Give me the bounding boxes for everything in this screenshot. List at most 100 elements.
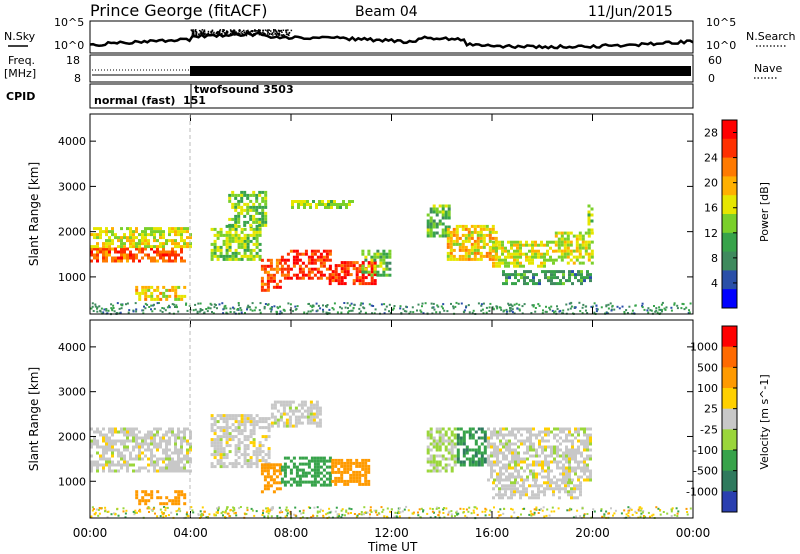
echo-cell xyxy=(496,472,499,476)
echo-cell xyxy=(452,254,456,258)
echo-cell xyxy=(319,477,323,481)
noise-cell xyxy=(269,307,272,310)
echo-cell xyxy=(568,469,571,473)
echo-cell xyxy=(511,475,514,479)
echo-cell xyxy=(261,208,265,212)
echo-cell xyxy=(544,270,547,274)
noise-cell xyxy=(569,507,571,510)
echo-cell xyxy=(222,447,226,451)
echo-cell xyxy=(462,433,466,437)
echo-cell xyxy=(523,270,526,274)
echo-cell xyxy=(96,250,99,254)
echo-cell xyxy=(477,436,481,440)
echo-cell xyxy=(511,430,514,434)
echo-cell xyxy=(510,487,513,491)
echo-cell xyxy=(565,460,568,464)
echo-cell xyxy=(504,484,507,488)
echo-cell xyxy=(225,233,229,237)
echo-cell xyxy=(123,439,126,443)
echo-cell xyxy=(441,216,445,220)
echo-cell xyxy=(444,204,448,208)
noise-cell xyxy=(489,302,492,305)
echo-cell xyxy=(373,252,377,256)
echo-cell xyxy=(252,441,256,445)
echo-cell xyxy=(473,224,477,228)
echo-cell xyxy=(531,240,534,244)
noise-cell xyxy=(281,511,284,514)
echo-cell xyxy=(225,236,229,240)
nsky-line xyxy=(89,31,694,50)
echo-cell xyxy=(252,432,256,436)
echo-cell xyxy=(563,243,567,247)
echo-cell xyxy=(589,469,592,473)
cpid-panel: CPID normal (fast) 151 twofsound 3503 xyxy=(6,83,694,109)
echo-cell xyxy=(510,481,513,485)
echo-cell xyxy=(346,464,350,468)
echo-cell xyxy=(531,252,534,256)
echo-cell xyxy=(316,468,320,472)
echo-cell xyxy=(560,234,564,238)
echo-cell xyxy=(120,439,123,443)
echo-cell xyxy=(334,273,338,277)
echo-cell xyxy=(559,279,562,283)
echo-cell xyxy=(566,231,570,235)
echo-cell xyxy=(270,421,274,425)
noise-cell xyxy=(200,515,202,518)
echo-cell xyxy=(213,254,217,258)
echo-cell xyxy=(477,448,481,452)
nave-tick-bottom: 0 xyxy=(708,72,715,85)
echo-cell xyxy=(93,442,96,446)
echo-cell xyxy=(511,472,514,476)
echo-cell xyxy=(330,203,333,206)
echo-cell xyxy=(309,415,313,419)
echo-cell xyxy=(252,190,256,194)
echo-cell xyxy=(516,255,519,259)
noise-cell xyxy=(316,506,319,509)
echo-cell xyxy=(370,282,374,286)
echo-cell xyxy=(523,442,526,446)
echo-cell xyxy=(562,475,565,479)
echo-cell xyxy=(496,475,499,479)
noise-cell xyxy=(201,309,204,311)
echo-cell xyxy=(153,454,156,458)
echo-cell xyxy=(280,468,284,472)
colorbar-swatch xyxy=(722,214,737,234)
noise-cell xyxy=(543,515,546,518)
echo-cell xyxy=(477,460,481,464)
noise-cell xyxy=(206,310,209,313)
echo-cell xyxy=(334,479,338,483)
echo-cell xyxy=(150,454,153,458)
echo-cell xyxy=(578,231,582,235)
echo-cell xyxy=(587,228,591,232)
noise-cell xyxy=(216,512,219,514)
noise-cell xyxy=(235,514,238,517)
echo-cell xyxy=(570,481,573,485)
noise-cell xyxy=(562,309,565,312)
echo-cell xyxy=(306,406,310,410)
echo-cell xyxy=(309,400,313,404)
echo-cell xyxy=(550,273,553,277)
echo-cell xyxy=(505,273,508,277)
echo-cell xyxy=(260,472,264,476)
noise-cell xyxy=(689,302,692,305)
echo-cell xyxy=(255,224,259,228)
echo-cell xyxy=(531,484,534,488)
echo-cell xyxy=(337,476,341,480)
echo-cell xyxy=(325,465,329,469)
cpid-entry-normal-text: normal (fast) xyxy=(94,94,175,107)
echo-cell xyxy=(444,445,448,449)
echo-cell xyxy=(289,468,293,472)
echo-cell xyxy=(168,442,171,446)
echo-cell xyxy=(240,236,244,240)
echo-cell xyxy=(544,457,547,461)
echo-cell xyxy=(352,282,356,286)
noise-cell xyxy=(382,508,385,511)
echo-cell xyxy=(449,257,453,261)
echo-cell xyxy=(307,465,311,469)
echo-cell xyxy=(479,239,483,243)
echo-cell xyxy=(264,193,268,197)
echo-cell xyxy=(490,436,493,440)
noise-cell xyxy=(530,512,533,515)
echo-cell xyxy=(538,279,541,283)
noise-cell xyxy=(433,308,436,311)
